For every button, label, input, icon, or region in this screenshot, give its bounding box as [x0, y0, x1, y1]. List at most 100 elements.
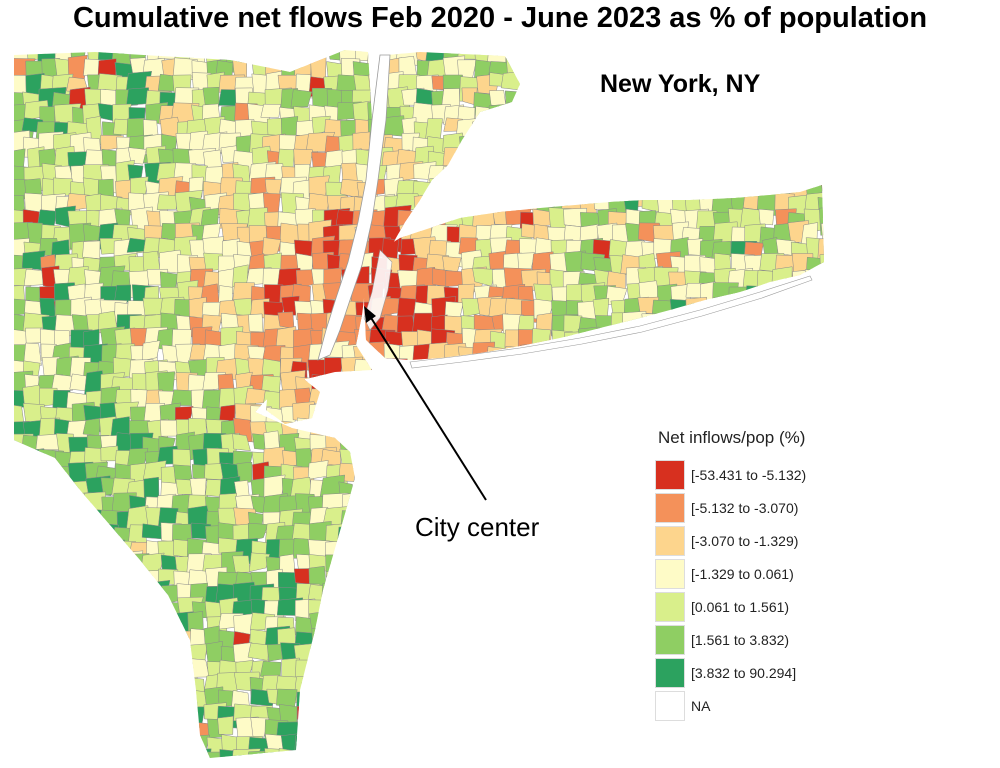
map-tract [622, 418, 648, 446]
map-tract [307, 460, 329, 480]
map-tract [56, 567, 79, 584]
map-tract [39, 732, 62, 752]
map-tract [774, 360, 797, 380]
map-tract [521, 686, 537, 710]
map-tract [14, 675, 33, 703]
map-tract [805, 750, 824, 758]
map-tract [415, 732, 431, 752]
map-tract [246, 50, 271, 62]
map-tract [702, 107, 728, 123]
map-tract [85, 584, 107, 605]
map-tract [518, 193, 539, 212]
map-tract [56, 583, 73, 600]
map-tract [521, 164, 541, 192]
map-tract [131, 583, 152, 605]
map-tract [716, 358, 743, 384]
map-tract [576, 675, 604, 700]
map-tract [52, 719, 80, 744]
map-tract [384, 437, 408, 454]
map-tract [594, 702, 614, 725]
map-tract [335, 373, 357, 394]
map-tract [683, 341, 707, 370]
map-tract [505, 735, 526, 758]
map-tract [699, 50, 720, 70]
map-tract [579, 385, 604, 410]
map-tract [728, 375, 751, 398]
map-tract [755, 313, 780, 329]
map-tract [308, 688, 329, 714]
map-tract [440, 539, 469, 563]
map-tract [547, 102, 572, 118]
map-tract [816, 271, 824, 292]
map-tract [442, 601, 469, 625]
map-tract [143, 654, 168, 681]
map-tract [622, 121, 641, 140]
map-tract [383, 611, 405, 642]
map-tract [530, 675, 560, 698]
map-tract [802, 356, 824, 378]
map-tract [535, 149, 560, 170]
map-tract [788, 357, 808, 382]
map-tract [560, 570, 588, 587]
map-tract [609, 510, 636, 537]
map-tract [415, 447, 441, 467]
map-tract [158, 687, 183, 713]
map-tract [594, 537, 617, 562]
map-tract [172, 674, 193, 692]
map-tract [128, 643, 156, 663]
map-tract [624, 612, 643, 642]
map-tract [549, 481, 575, 505]
map-tract [549, 703, 568, 725]
map-tract [21, 464, 47, 486]
map-tract [66, 555, 88, 582]
map-tract [487, 449, 506, 468]
map-tract [577, 465, 605, 489]
map-tract [701, 342, 720, 364]
map-tract [276, 688, 298, 707]
map-tract [486, 121, 514, 146]
map-tract [489, 642, 510, 666]
map-tract [491, 671, 512, 690]
map-tract [715, 375, 733, 397]
map-tract [326, 624, 342, 643]
map-tract [442, 147, 463, 172]
map-tract [656, 404, 677, 426]
map-tract [355, 721, 377, 739]
map-tract [126, 87, 150, 106]
map-tract [476, 720, 503, 736]
map-tract [685, 149, 707, 171]
map-tract [474, 464, 495, 487]
map-tract [499, 720, 529, 744]
map-tract [356, 415, 377, 444]
map-tract [100, 554, 120, 573]
map-tract [625, 492, 642, 516]
map-tract [821, 372, 824, 396]
map-tract [596, 117, 622, 133]
map-tract [383, 749, 408, 758]
map-tract [352, 733, 376, 755]
map-tract [596, 361, 614, 386]
map-tract [698, 734, 721, 758]
map-tract [114, 747, 137, 758]
map-tract [681, 376, 702, 404]
map-tract [336, 403, 362, 432]
map-tract [776, 747, 790, 758]
map-tract [610, 672, 638, 696]
map-tract [413, 749, 435, 758]
map-tract [325, 643, 342, 661]
map-tract [578, 565, 599, 596]
map-tract [776, 300, 798, 325]
map-tract [624, 361, 652, 382]
legend-label: [-53.431 to -5.132) [691, 466, 807, 483]
map-tract [277, 748, 297, 758]
map-tract [517, 148, 542, 168]
map-tract [566, 750, 586, 758]
legend-label: [-5.132 to -3.070) [691, 499, 799, 516]
map-tract [521, 358, 541, 380]
map-tract [443, 704, 464, 725]
map-tract [371, 358, 389, 383]
map-tract [518, 747, 542, 758]
map-tract [581, 102, 599, 128]
map-tract [760, 164, 783, 185]
